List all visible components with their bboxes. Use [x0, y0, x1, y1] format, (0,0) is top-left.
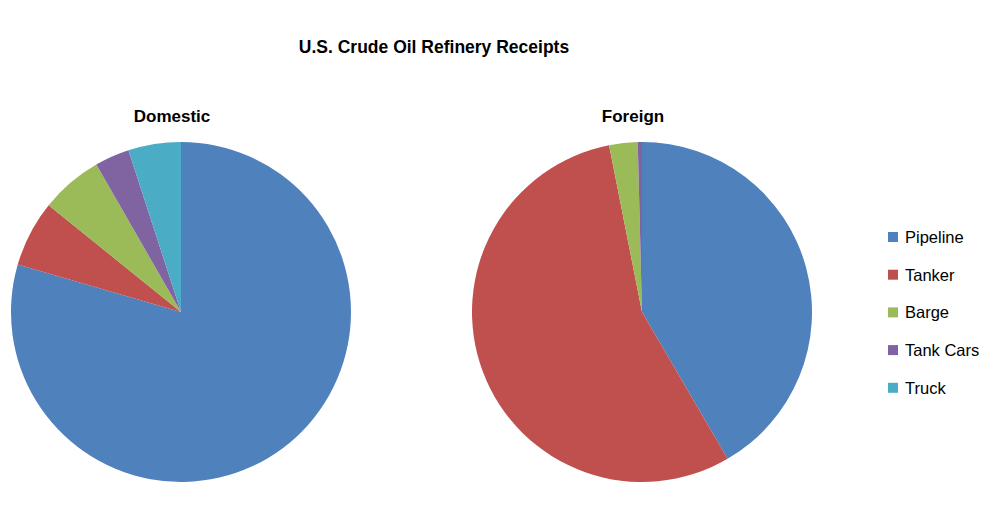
pie	[472, 142, 812, 482]
legend-label: Tanker	[905, 266, 955, 284]
legend-swatch	[888, 307, 898, 317]
pie-slice	[128, 142, 181, 312]
legend-label: Truck	[905, 379, 946, 397]
chart-title: U.S. Crude Oil Refinery Receipts	[299, 37, 570, 57]
legend-swatch	[888, 270, 898, 280]
legend-swatch	[888, 232, 898, 242]
pie-title: Foreign	[602, 107, 664, 126]
legend: Pipeline Tanker Barge Tank Cars Truck	[888, 228, 979, 397]
legend-label: Tank Cars	[905, 341, 979, 359]
pie-slice	[638, 142, 642, 312]
pie-title: Domestic	[134, 107, 211, 126]
chart: U.S. Crude Oil Refinery Receipts Domestic…	[0, 0, 1006, 517]
legend-label: Barge	[905, 303, 949, 321]
legend-swatch	[888, 383, 898, 393]
legend-label: Pipeline	[905, 228, 964, 246]
pie	[11, 142, 351, 482]
pie-slice	[472, 145, 728, 482]
background	[0, 0, 1006, 517]
legend-swatch	[888, 345, 898, 355]
pie-slice	[11, 142, 351, 482]
pie-slice	[642, 142, 643, 312]
pie-slice	[609, 142, 642, 312]
